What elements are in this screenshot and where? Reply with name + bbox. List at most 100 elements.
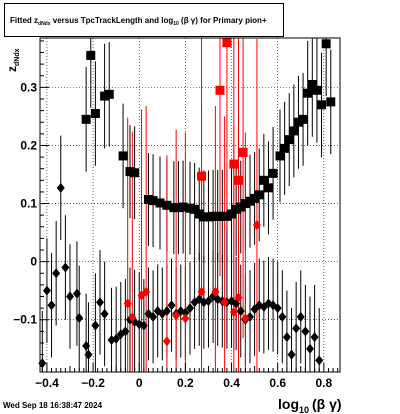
black-diamond-marker [121,326,130,337]
black-square-marker [185,203,195,213]
x-tick-label: 0.2 [177,376,194,390]
black-square-marker [169,203,179,213]
black-square-marker [245,196,255,206]
title-log-subscript: 10 [173,21,179,27]
black-diamond-marker [278,311,287,322]
black-square-marker [326,97,336,107]
black-square-marker [289,126,299,136]
black-square-marker [259,175,269,185]
black-square-marker [203,212,213,222]
black-diamond-marker [186,303,194,314]
x-tick-label: 0.6 [269,376,286,390]
black-square-marker [254,190,264,200]
black-square-marker [293,117,303,127]
black-square-marker [217,211,227,221]
black-diamond-marker [310,332,319,343]
black-diamond-marker [296,311,305,322]
y-axis-label-main: z [5,66,19,72]
x-axis-label-paren: (β γ) [312,396,342,412]
black-square-marker [143,194,153,204]
black-square-marker [284,135,294,145]
black-diamond-marker [84,349,93,360]
black-diamond-marker [52,268,61,279]
black-square-marker [104,89,114,99]
black-diamond-marker [75,312,84,323]
red-diamond-marker [181,313,190,324]
black-diamond-marker [82,340,91,351]
black-diamond-marker [167,300,176,311]
black-diamond-marker [91,320,100,331]
black-diamond-marker [306,343,314,354]
black-diamond-marker [56,182,65,193]
x-tick-label: 0.4 [223,376,240,390]
black-diamond-marker [47,300,56,311]
title-beta-gamma: (β γ) [181,16,198,25]
red-diamond-marker [142,286,151,297]
black-diamond-marker [282,332,291,343]
title-z: z [34,16,39,25]
black-diamond-marker [112,333,121,344]
black-diamond-marker [287,349,296,360]
red-diamond-marker [241,313,250,324]
x-tick-label: −0.2 [81,376,105,390]
red-diamond-marker [172,310,181,321]
black-diamond-marker [162,306,171,317]
black-diamond-marker [96,297,104,308]
black-square-marker [312,85,322,95]
red-diamond-marker [234,292,243,303]
red-diamond-marker [197,286,206,297]
black-square-marker [298,114,308,124]
datestamp: Wed Sep 18 16:38:47 2024 [3,401,103,410]
chart-title-box: Fitted zdNdx versus TpcTrackLength and l… [4,3,284,37]
black-diamond-marker [149,311,158,322]
black-square-marker [280,143,290,153]
black-square-marker [317,100,327,110]
y-axis-label-sub: dNdx [14,48,21,66]
black-diamond-marker [100,308,109,319]
black-square-marker [213,211,223,221]
red-square-marker [238,147,248,157]
red-diamond-marker [162,336,171,347]
x-tick-label: 0.8 [316,376,333,390]
red-diamond-marker [123,298,132,309]
black-diamond-marker [42,285,51,296]
red-diamond-marker [220,297,229,308]
black-square-marker [303,88,313,98]
y-axis-label: zdNdx [5,48,21,72]
y-tick-label: 0.1 [20,197,37,211]
red-diamond-marker [128,312,137,323]
black-square-marker [199,212,209,222]
black-diamond-marker [204,296,213,307]
black-square-marker [321,39,331,49]
black-square-marker [155,198,165,208]
black-square-marker [227,209,237,219]
title-fitted: Fitted [10,16,32,25]
black-square-marker [275,151,285,161]
black-square-marker [263,183,273,193]
title-middle: versus TpcTrackLength and log [52,16,174,25]
black-square-marker [236,202,246,212]
black-square-marker [90,109,100,119]
black-square-marker [222,211,232,221]
x-axis-label: log10 (β γ) [278,396,342,414]
y-tick-label: 0 [30,255,37,269]
y-tick-label: 0.2 [20,138,37,152]
black-square-marker [240,199,250,209]
black-square-marker [148,196,158,206]
chart-title: Fitted zdNdx versus TpcTrackLength and l… [10,16,267,27]
black-diamond-marker [236,306,245,317]
black-square-marker [208,211,218,221]
y-tick-label: −0.1 [13,313,37,327]
black-square-marker [307,79,317,89]
red-square-marker [222,38,232,48]
black-square-marker [81,114,91,124]
axis-layer: −0.4 −0.2 0 0.2 0.4 0.6 0.8 −0.1 0 0.1 0.2 0.3 [13,40,339,390]
black-square-marker [125,167,135,177]
black-square-marker [190,204,200,214]
black-diamond-marker [61,262,70,273]
black-diamond-marker [292,323,301,334]
black-square-marker [173,203,183,213]
x-tick-label: −0.4 [35,376,59,390]
black-square-marker [86,50,96,60]
red-diamond-marker [229,307,238,318]
